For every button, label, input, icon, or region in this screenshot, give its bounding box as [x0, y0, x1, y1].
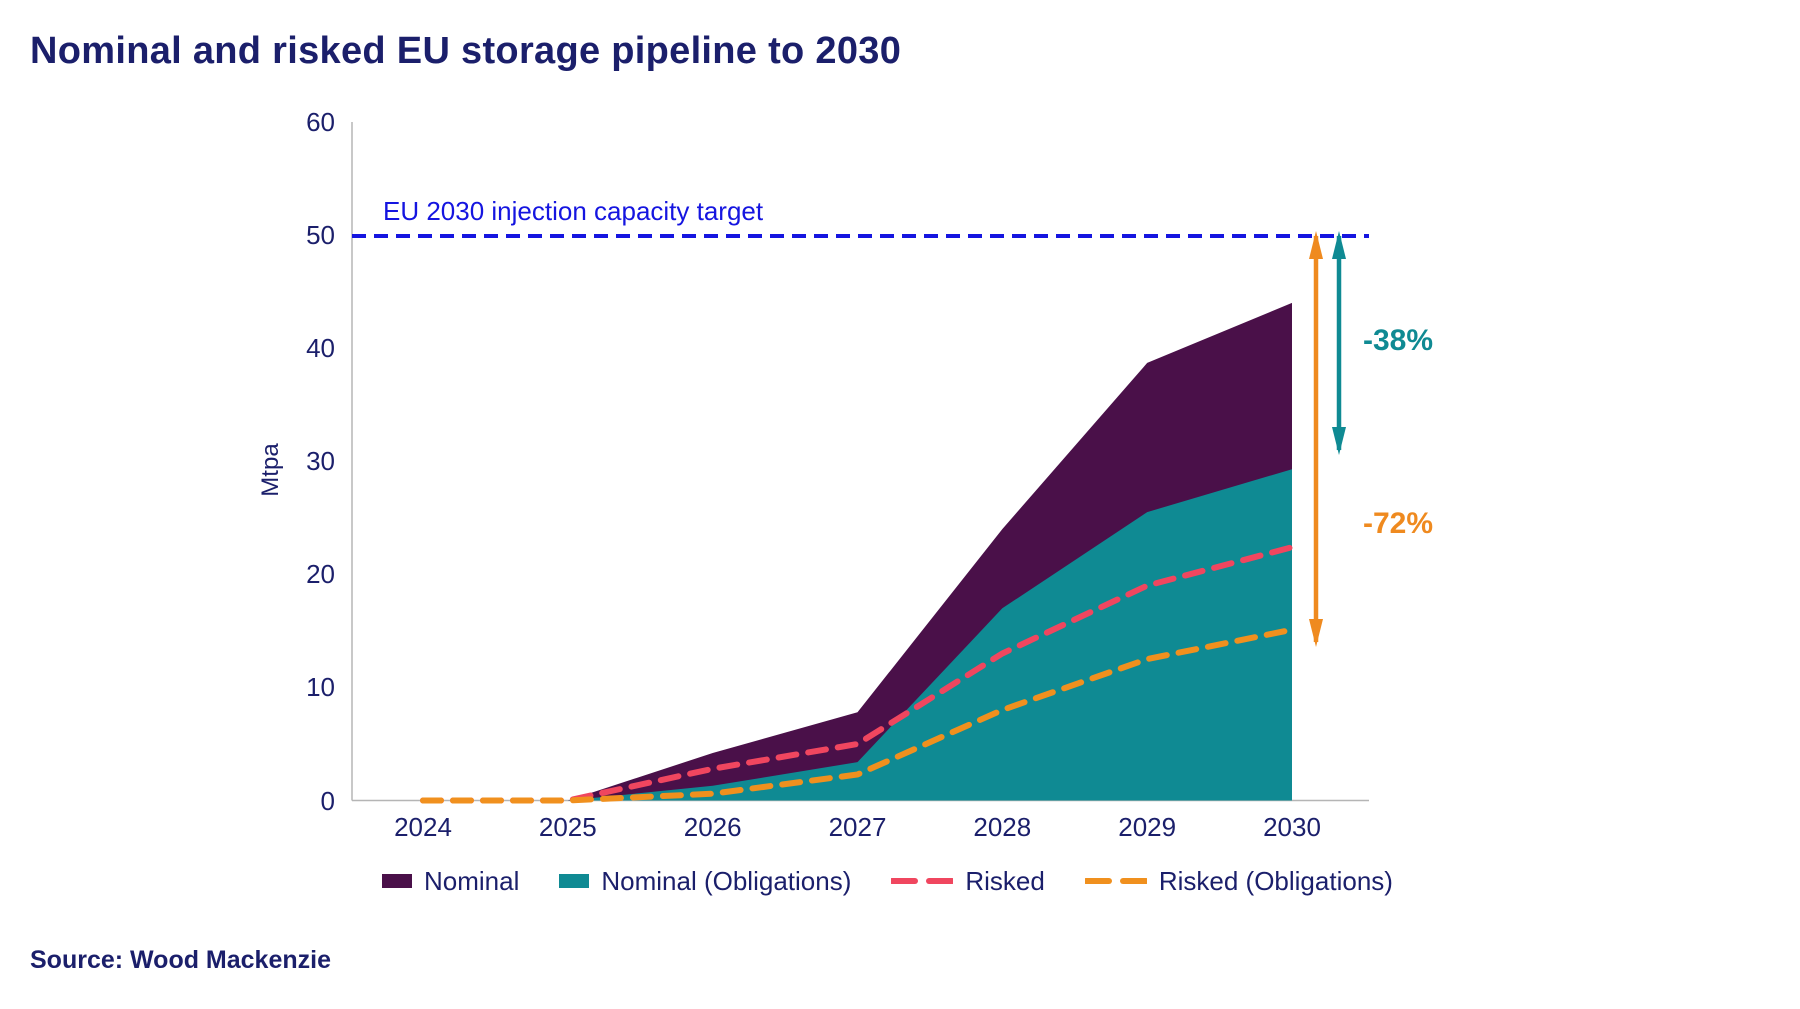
svg-text:Mtpa: Mtpa: [257, 443, 284, 497]
svg-text:30: 30: [306, 446, 335, 476]
svg-text:0: 0: [321, 786, 335, 816]
svg-text:50: 50: [306, 220, 335, 250]
svg-text:EU 2030 injection capacity tar: EU 2030 injection capacity target: [383, 196, 764, 226]
svg-text:10: 10: [306, 672, 335, 702]
svg-text:-72%: -72%: [1363, 507, 1433, 540]
svg-text:40: 40: [306, 333, 335, 363]
svg-text:2026: 2026: [684, 812, 742, 842]
svg-text:2025: 2025: [539, 812, 597, 842]
svg-text:2028: 2028: [973, 812, 1031, 842]
svg-text:2030: 2030: [1263, 812, 1321, 842]
svg-text:2027: 2027: [829, 812, 887, 842]
svg-text:60: 60: [306, 107, 335, 137]
svg-text:20: 20: [306, 559, 335, 589]
svg-text:2029: 2029: [1118, 812, 1176, 842]
svg-text:-38%: -38%: [1363, 324, 1433, 357]
svg-text:2024: 2024: [394, 812, 452, 842]
